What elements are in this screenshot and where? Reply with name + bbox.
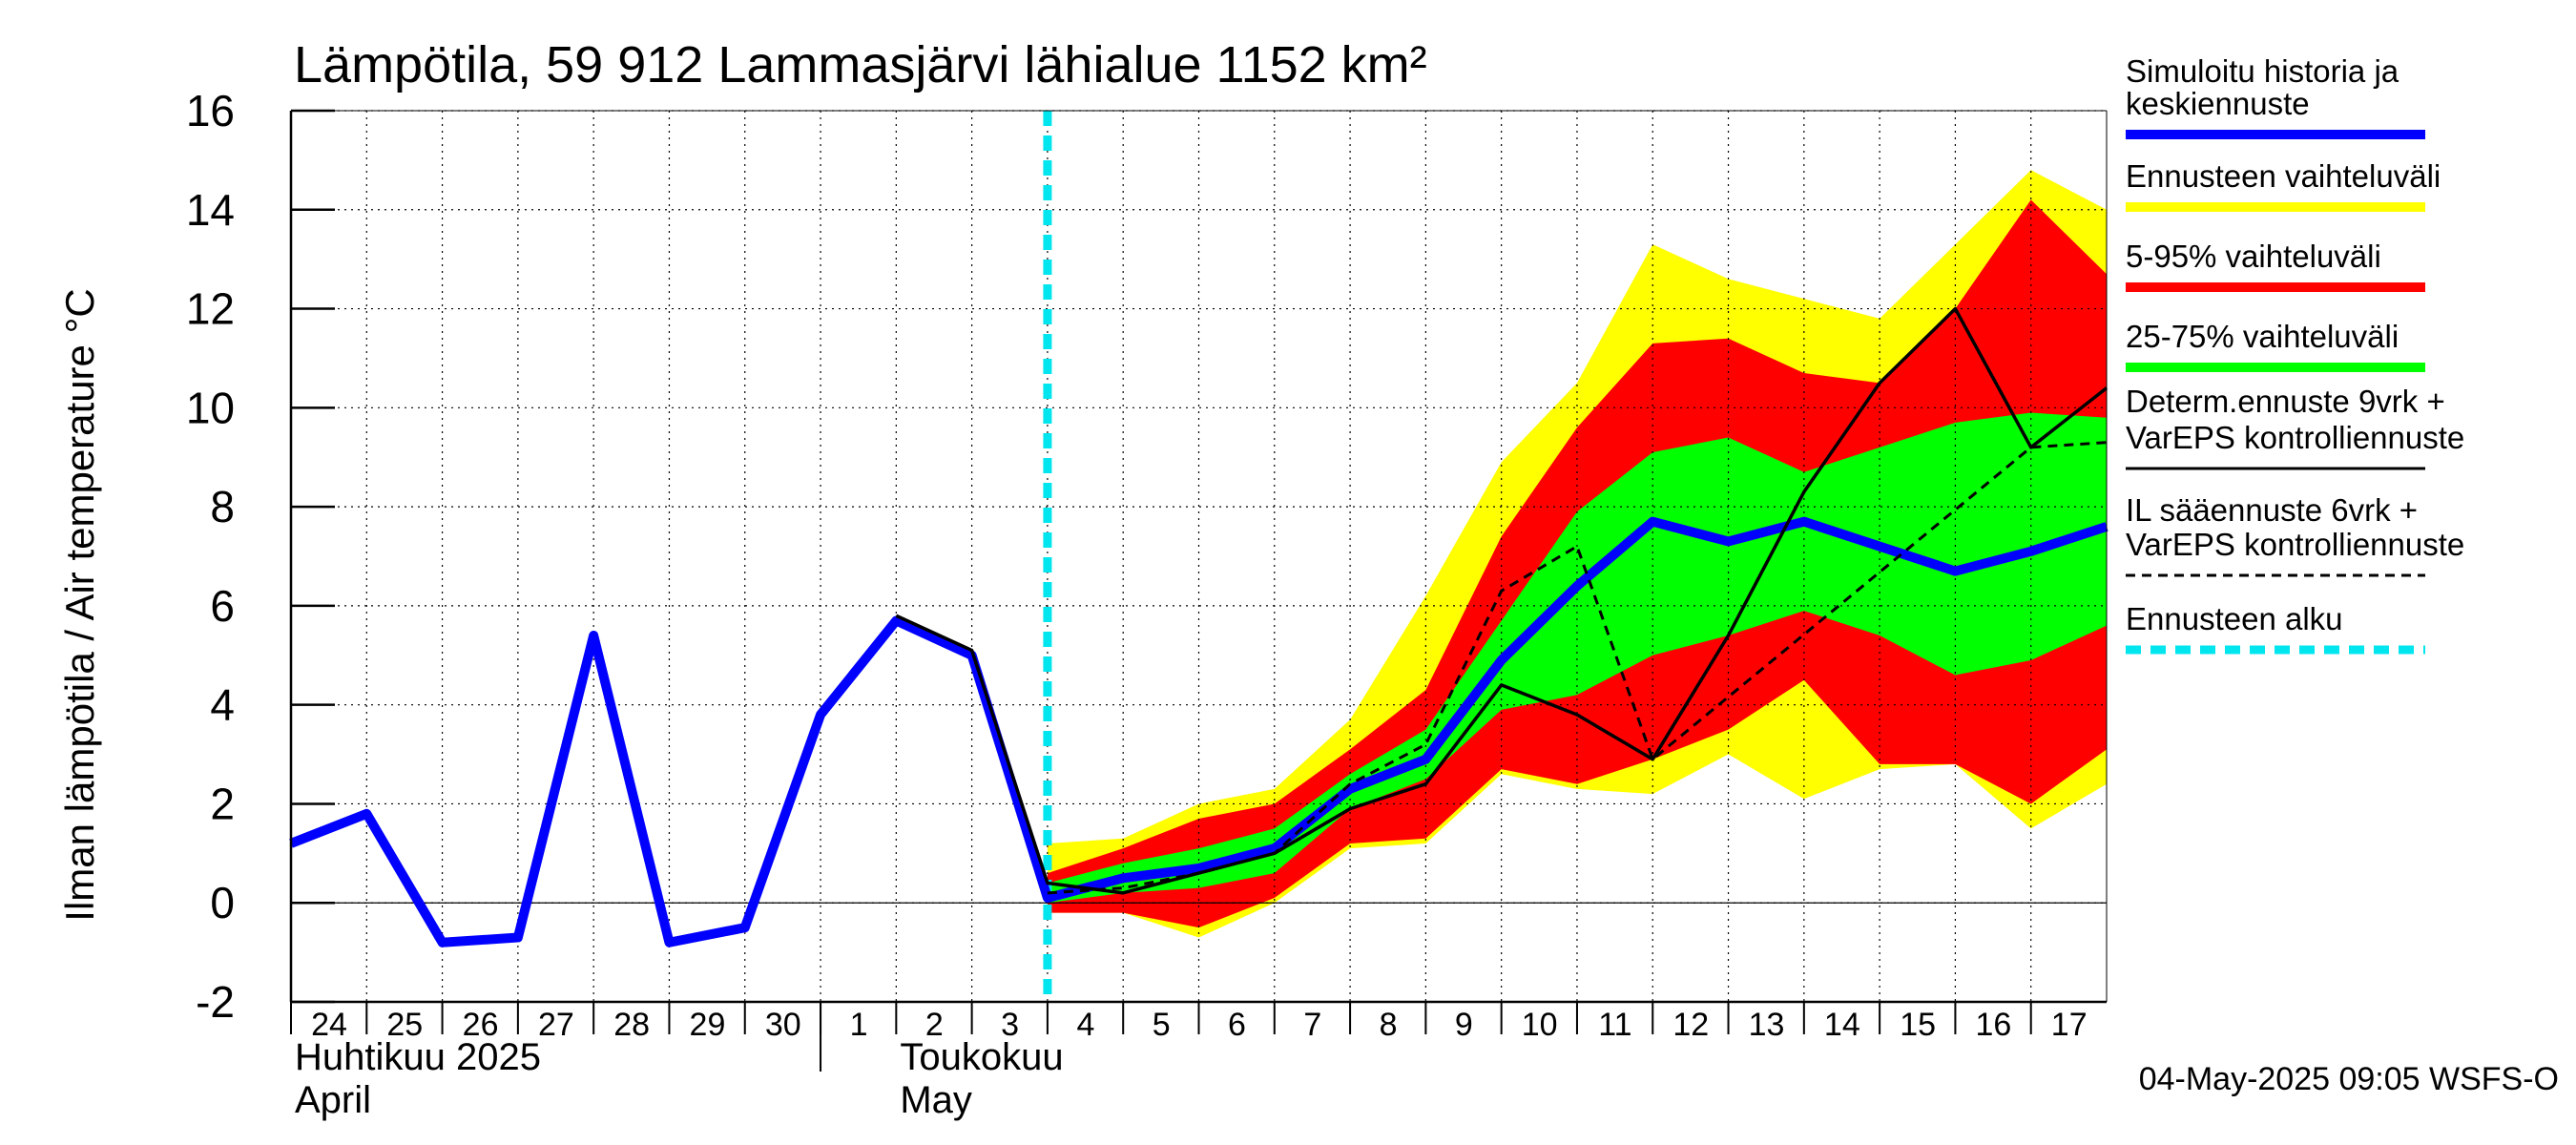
x-tick-label: 24 [311,1007,347,1043]
x-tick-label: 1 [850,1007,868,1043]
legend-label: Ennusteen vaihteluväli [2126,158,2441,194]
y-tick-label: 2 [210,779,235,828]
y-tick-label: 0 [210,878,235,927]
y-tick-label: -2 [196,977,235,1027]
legend-label-line2: VarEPS kontrolliennuste [2126,527,2464,562]
legend-label: 5-95% vaihteluväli [2126,239,2381,274]
x-tick-label: 3 [1001,1007,1019,1043]
x-tick-label: 29 [690,1007,726,1043]
y-tick-label: 14 [186,185,235,235]
x-tick-label: 8 [1380,1007,1398,1043]
x-tick-label: 25 [386,1007,423,1043]
x-tick-label: 14 [1824,1007,1860,1043]
x-tick-label: 2 [925,1007,944,1043]
x-tick-label: 9 [1455,1007,1473,1043]
footer-timestamp: 04-May-2025 09:05 WSFS-O [2139,1061,2559,1097]
legend-label-line2: VarEPS kontrolliennuste [2126,420,2464,455]
x-tick-label: 27 [538,1007,574,1043]
y-tick-label: 16 [186,86,235,135]
legend-label: Determ.ennuste 9vrk + [2126,384,2445,419]
month-label-en: May [900,1079,972,1121]
x-tick-label: 30 [765,1007,801,1043]
y-tick-label: 6 [210,581,235,631]
x-tick-label: 12 [1672,1007,1709,1043]
x-tick-label: 6 [1228,1007,1246,1043]
x-tick-label: 10 [1522,1007,1558,1043]
x-tick-label: 11 [1598,1007,1631,1043]
y-tick-label: 4 [210,680,235,730]
x-tick-label: 13 [1749,1007,1785,1043]
chart-title: Lämpötila, 59 912 Lammasjärvi lähialue 1… [294,36,1427,94]
legend-label: Ennusteen alku [2126,601,2343,636]
series-lines [289,111,2109,1002]
legend-label: IL sääennuste 6vrk + [2126,492,2418,528]
legend-label: Simuloitu historia ja [2126,53,2399,89]
x-tick-label: 17 [2051,1007,2088,1043]
month-label-en: April [295,1079,371,1121]
y-tick-label: 12 [186,284,235,334]
grid-lines [290,110,2107,1003]
x-tick-label: 16 [1976,1007,2012,1043]
series-line-0 [289,516,2109,947]
legend-label-line2: keskiennuste [2126,86,2310,121]
y-axis-label: Ilman lämpötila / Air temperature °C [57,288,102,921]
month-label-fi: Huhtikuu 2025 [295,1036,541,1078]
legend-label: 25-75% vaihteluväli [2126,319,2399,354]
x-tick-label: 7 [1303,1007,1321,1043]
y-tick-label: 8 [210,482,235,531]
x-tick-label: 28 [613,1007,650,1043]
y-tick-label: 10 [186,383,235,432]
x-tick-label: 15 [1900,1007,1936,1043]
x-tick-label: 26 [463,1007,499,1043]
x-tick-label: 4 [1076,1007,1094,1043]
month-label-fi: Toukokuu [900,1036,1063,1078]
x-tick-label: 5 [1153,1007,1171,1043]
